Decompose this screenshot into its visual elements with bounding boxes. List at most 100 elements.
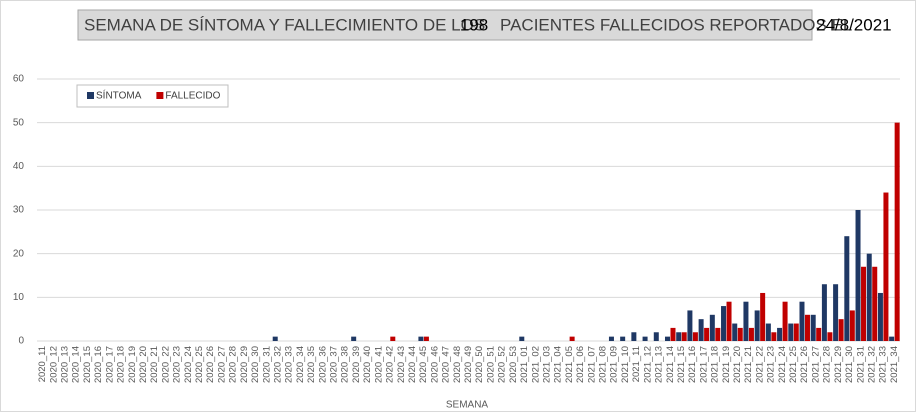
x-tick-label: 2020_43 [396,346,407,383]
bar [642,336,648,341]
x-tick-label: 2020_17 [104,346,115,383]
bar [631,332,637,341]
x-tick-label: 2020_36 [317,346,328,383]
bar [877,292,883,341]
y-tick-label: 50 [13,117,25,128]
bar [849,310,855,341]
x-tick-label: 2020_38 [340,346,351,383]
legend-label: SÍNTOMA [96,89,142,102]
bar [620,336,626,341]
x-tick-label: 2020_34 [295,346,306,383]
x-tick-label: 2020_44 [407,346,418,383]
x-tick-label: 2020_27 [216,346,227,383]
chart-title: SEMANA DE SÍNTOMA Y FALLECIMIENTO DE LOS [84,15,485,34]
chart-title-suffix: PACIENTES FALLECIDOS REPORTADOS EL [500,15,852,34]
x-tick-label: 2020_40 [362,346,373,383]
x-tick-label: 2021_05 [564,346,575,383]
x-tick-label: 2021_23 [766,346,777,383]
x-tick-label: 2020_21 [149,346,160,383]
x-tick-label: 2020_47 [441,346,452,383]
x-tick-label: 2020_42 [385,346,396,383]
bar [777,327,783,341]
bar [569,336,575,341]
bar [423,336,429,341]
x-tick-label: 2021_19 [721,346,732,383]
bar [872,266,878,341]
legend-swatch [87,92,94,99]
x-tick-label: 2021_01 [519,346,530,383]
y-tick-label: 30 [13,205,25,216]
bar [715,327,721,341]
x-tick-label: 2021_02 [530,346,541,383]
x-tick-label: 2020_30 [250,346,261,383]
bar [670,327,676,341]
bar [827,332,833,341]
x-tick-label: 2020_28 [228,346,239,383]
bar [743,301,749,341]
x-tick-label: 2021_17 [698,346,709,383]
bar [681,332,687,341]
x-tick-label: 2020_23 [172,346,183,383]
total-count: 198 [460,15,488,34]
y-tick-label: 20 [13,248,25,259]
y-tick-label: 40 [13,161,25,172]
bar [698,319,704,341]
x-tick-label: 2021_07 [586,346,597,383]
bar [883,192,889,341]
x-tick-label: 2021_34 [889,346,900,383]
bar [861,266,867,341]
legend-swatch [156,92,164,99]
x-tick-label: 2020_53 [508,346,519,383]
bar [726,301,732,341]
x-tick-label: 2020_49 [463,346,474,383]
x-tick-label: 2020_16 [93,346,104,383]
y-tick-label: 0 [18,336,24,347]
bar [704,327,710,341]
x-tick-label: 2021_06 [575,346,586,383]
x-tick-label: 2020_24 [183,346,194,383]
bar [760,292,766,341]
x-tick-label: 2021_31 [855,346,866,383]
legend-label: FALLECIDO [165,91,220,102]
bar [732,323,738,341]
bar [676,332,682,341]
x-tick-label: 2021_04 [553,346,564,383]
bar [351,336,357,341]
bar [765,323,771,341]
bar [664,336,670,341]
bar [709,314,715,341]
bar [608,336,614,341]
x-tick-label: 2020_25 [194,346,205,383]
x-tick-label: 2021_32 [866,346,877,383]
bar [804,314,810,341]
x-tick-label: 2021_11 [631,346,642,382]
x-tick-label: 2020_37 [329,346,340,383]
x-tick-label: 2020_29 [239,346,250,383]
x-tick-label: 2020_39 [351,346,362,383]
bar [687,310,693,341]
bar [272,336,278,341]
bar [788,323,794,341]
x-tick-label: 2021_25 [788,346,799,383]
bar [810,314,816,341]
x-tick-label: 2021_10 [620,346,631,383]
bar [799,301,805,341]
x-tick-label: 2020_51 [485,346,496,383]
x-tick-label: 2021_13 [654,346,665,383]
x-tick-label: 2020_32 [272,346,283,383]
title-box [77,9,813,41]
bar [782,301,788,341]
x-tick-label: 2020_15 [82,346,93,383]
x-tick-label: 2020_18 [116,346,127,383]
x-tick-label: 2020_22 [160,346,171,383]
legend-box [76,84,229,108]
bar [889,336,895,341]
x-tick-label: 2021_20 [732,346,743,383]
x-tick-label: 2021_21 [743,346,754,383]
x-tick-label: 2020_41 [373,346,384,383]
bar [390,336,396,341]
x-tick-label: 2021_14 [665,346,676,383]
x-tick-label: 2021_26 [799,346,810,383]
x-tick-label: 2021_18 [710,346,721,383]
